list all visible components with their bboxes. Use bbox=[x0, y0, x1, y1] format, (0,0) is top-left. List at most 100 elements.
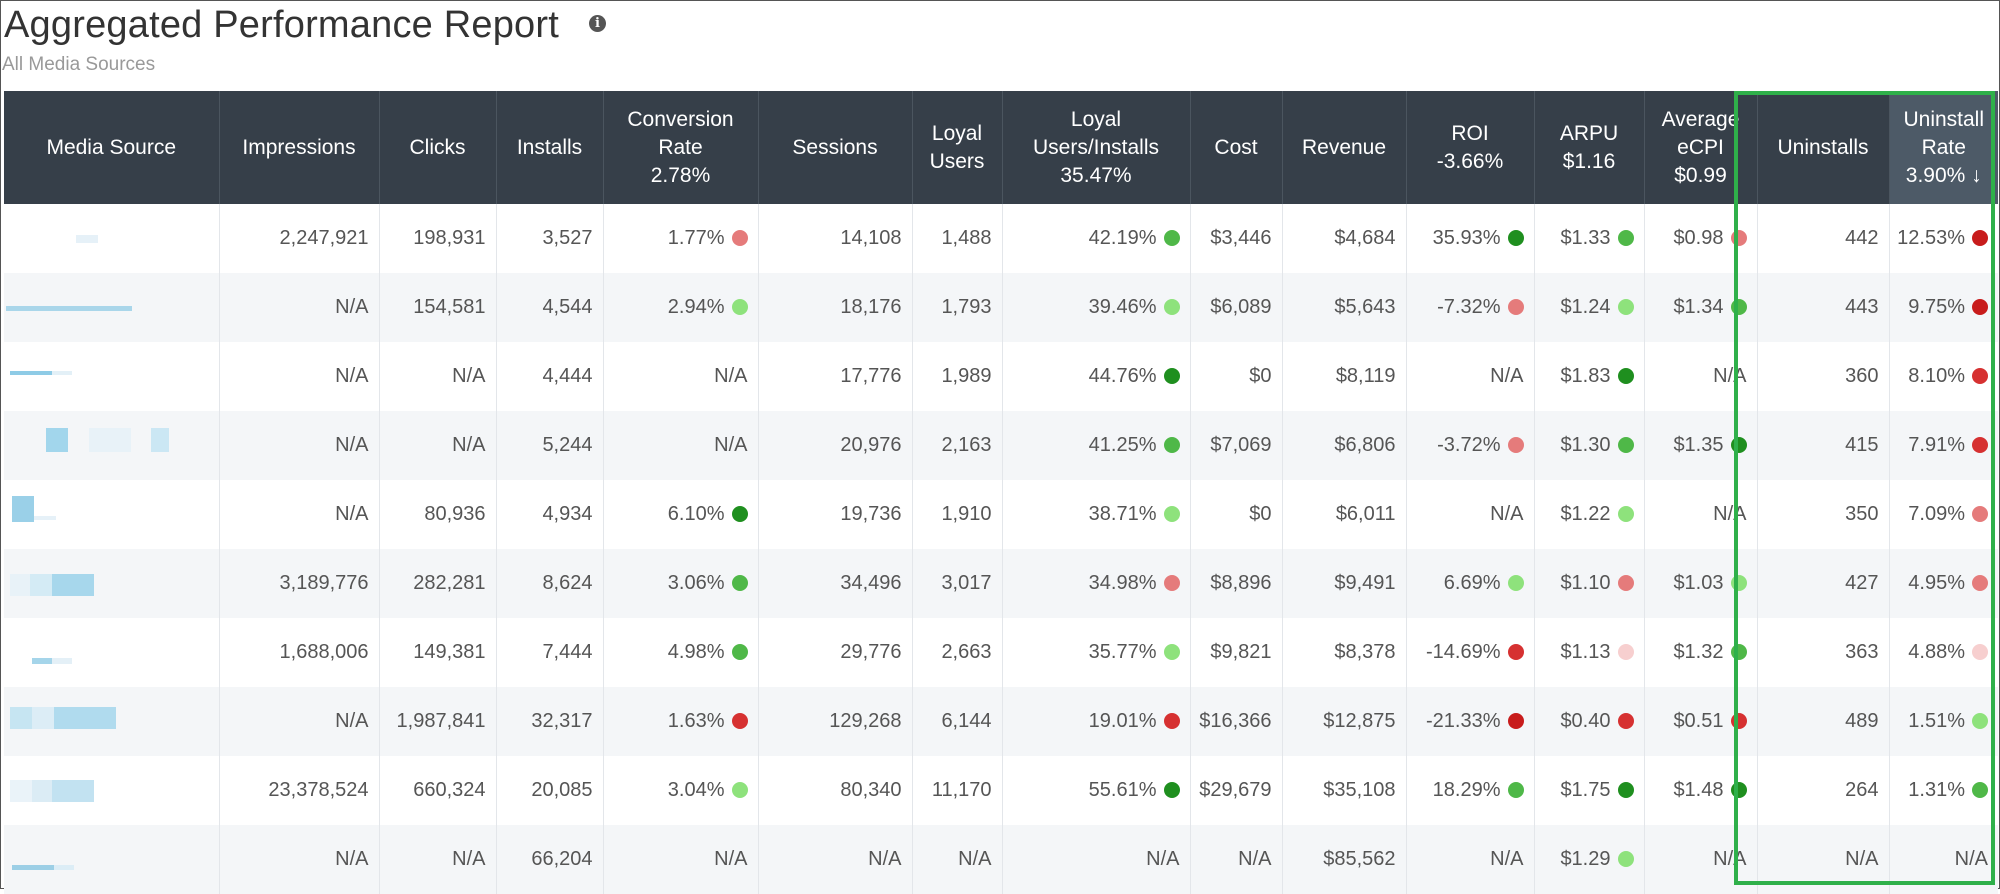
table-row[interactable]: 1,688,006 149,381 7,444 4.98% 29,776 2,663 35.… bbox=[4, 618, 1998, 687]
cell-value: N/A bbox=[714, 365, 748, 387]
column-header[interactable]: Uninstall Rate 3.90% ↓ bbox=[1889, 91, 1998, 204]
table-cell: 3,527 bbox=[496, 204, 604, 273]
column-header[interactable]: Loyal Users/Installs 35.47% bbox=[1002, 91, 1191, 204]
cell-value: 1,987,841 bbox=[396, 710, 486, 732]
table-cell: $8,378 bbox=[1282, 618, 1407, 687]
column-header[interactable]: ARPU $1.16 bbox=[1534, 91, 1645, 204]
table-cell: 1,488 bbox=[912, 204, 1003, 273]
column-header-label: Uninstalls bbox=[1777, 135, 1869, 159]
cell-value: $1.33 bbox=[1560, 227, 1611, 249]
table-row[interactable]: N/A 154,581 4,544 2.94% 18,176 1,793 39.46% $6,… bbox=[4, 273, 1998, 342]
table-row[interactable]: N/A 1,987,841 32,317 1.63% 129,268 6,144 19.01… bbox=[4, 687, 1998, 756]
redacted-source-name bbox=[6, 306, 132, 311]
cell-value: 442 bbox=[1845, 227, 1879, 249]
redacted-source-name bbox=[10, 780, 32, 802]
table-row[interactable]: N/A N/A 66,204 N/A N/A N/A N/A N/A $85,562 N/A $1.… bbox=[4, 825, 1998, 894]
column-header[interactable]: Media Source bbox=[4, 91, 220, 204]
media-source-cell[interactable] bbox=[4, 687, 220, 756]
cell-value: $29,679 bbox=[1199, 779, 1272, 801]
column-header[interactable]: Loyal Users bbox=[912, 91, 1003, 204]
media-source-cell[interactable] bbox=[4, 411, 220, 480]
cell-value: $16,366 bbox=[1199, 710, 1272, 732]
media-source-cell[interactable] bbox=[4, 273, 220, 342]
redacted-source-name bbox=[10, 371, 52, 375]
table-row[interactable]: N/A 80,936 4,934 6.10% 19,736 1,910 38.71% $0 $6… bbox=[4, 480, 1998, 549]
column-header[interactable]: Conversion Rate 2.78% bbox=[603, 91, 759, 204]
column-header[interactable]: Cost bbox=[1190, 91, 1283, 204]
info-icon[interactable]: i bbox=[589, 15, 606, 32]
cell-value: 19.01% bbox=[1088, 710, 1157, 732]
table-cell: $7,069 bbox=[1190, 411, 1283, 480]
media-source-cell[interactable] bbox=[4, 756, 220, 825]
status-dot-icon bbox=[1163, 368, 1180, 384]
table-row[interactable]: 23,378,524 660,324 20,085 3.04% 80,340 11,170… bbox=[4, 756, 1998, 825]
cell-value: 18,176 bbox=[840, 296, 902, 318]
cell-value: 660,324 bbox=[413, 779, 486, 801]
table-cell: -3.72% bbox=[1406, 411, 1535, 480]
media-source-cell[interactable] bbox=[4, 825, 220, 894]
redacted-source-name bbox=[54, 707, 116, 729]
cell-value: $1.10 bbox=[1560, 572, 1611, 594]
table-cell: 489 bbox=[1757, 687, 1890, 756]
cell-value: 198,931 bbox=[413, 227, 486, 249]
column-header[interactable]: Installs bbox=[496, 91, 604, 204]
cell-value: $9,821 bbox=[1210, 641, 1272, 663]
status-dot-icon bbox=[1507, 230, 1524, 246]
table-cell: N/A bbox=[379, 825, 497, 894]
status-dot-icon bbox=[1972, 506, 1988, 522]
column-header[interactable]: Revenue bbox=[1282, 91, 1407, 204]
column-header[interactable]: Sessions bbox=[758, 91, 913, 204]
table-cell: $6,089 bbox=[1190, 273, 1283, 342]
cell-value: 1.51% bbox=[1908, 710, 1965, 732]
cell-value: 149,381 bbox=[413, 641, 486, 663]
table-cell: 363 bbox=[1757, 618, 1890, 687]
column-header[interactable]: Uninstalls bbox=[1757, 91, 1890, 204]
status-dot-icon bbox=[731, 644, 748, 660]
column-header[interactable]: ROI -3.66% bbox=[1406, 91, 1535, 204]
table-cell: $1.33 bbox=[1534, 204, 1645, 273]
table-cell: $0 bbox=[1190, 480, 1283, 549]
performance-table: Media Source Impressions Clicks Installs Con… bbox=[4, 91, 1998, 894]
status-dot-icon bbox=[1163, 230, 1180, 246]
table-cell: $16,366 bbox=[1190, 687, 1283, 756]
table-cell: 5,244 bbox=[496, 411, 604, 480]
table-row[interactable]: N/A N/A 5,244 N/A 20,976 2,163 41.25% $7,069 $6,… bbox=[4, 411, 1998, 480]
status-dot-icon bbox=[1507, 437, 1524, 453]
cell-value: $0 bbox=[1249, 365, 1272, 387]
cell-value: 14,108 bbox=[840, 227, 902, 249]
table-cell: 415 bbox=[1757, 411, 1890, 480]
redacted-source-name bbox=[12, 865, 54, 870]
cell-value: $1.22 bbox=[1560, 503, 1611, 525]
table-cell: 2,663 bbox=[912, 618, 1003, 687]
cell-value: 3,017 bbox=[941, 572, 992, 594]
cell-value: 3.06% bbox=[667, 572, 725, 594]
cell-value: $12,875 bbox=[1323, 710, 1396, 732]
cell-value: 282,281 bbox=[413, 572, 486, 594]
cell-value: $6,806 bbox=[1334, 434, 1396, 456]
column-header[interactable]: Impressions bbox=[219, 91, 380, 204]
table-cell: 149,381 bbox=[379, 618, 497, 687]
table-cell: 32,317 bbox=[496, 687, 604, 756]
media-source-cell[interactable] bbox=[4, 342, 220, 411]
cell-value: 2.94% bbox=[667, 296, 725, 318]
column-header-label: Revenue bbox=[1301, 135, 1387, 159]
cell-value: 360 bbox=[1845, 365, 1879, 387]
column-header[interactable]: Clicks bbox=[379, 91, 497, 204]
cell-value: N/A bbox=[335, 710, 369, 732]
table-cell: 2.94% bbox=[603, 273, 759, 342]
table-cell: 264 bbox=[1757, 756, 1890, 825]
media-source-cell[interactable] bbox=[4, 204, 220, 273]
media-source-cell[interactable] bbox=[4, 618, 220, 687]
table-cell: 80,936 bbox=[379, 480, 497, 549]
cell-value: $1.34 bbox=[1673, 296, 1724, 318]
column-header[interactable]: Average eCPI $0.99 bbox=[1644, 91, 1758, 204]
cell-value: N/A bbox=[1490, 365, 1524, 387]
cell-value: N/A bbox=[1954, 848, 1988, 870]
table-row[interactable]: 3,189,776 282,281 8,624 3.06% 34,496 3,017 34.… bbox=[4, 549, 1998, 618]
table-row[interactable]: 2,247,921 198,931 3,527 1.77% 14,108 1,488 42.… bbox=[4, 204, 1998, 273]
table-row[interactable]: N/A N/A 4,444 N/A 17,776 1,989 44.76% $0 $8,119 N… bbox=[4, 342, 1998, 411]
table-cell: N/A bbox=[219, 273, 380, 342]
media-source-cell[interactable] bbox=[4, 480, 220, 549]
cell-value: 1.63% bbox=[667, 710, 725, 732]
media-source-cell[interactable] bbox=[4, 549, 220, 618]
